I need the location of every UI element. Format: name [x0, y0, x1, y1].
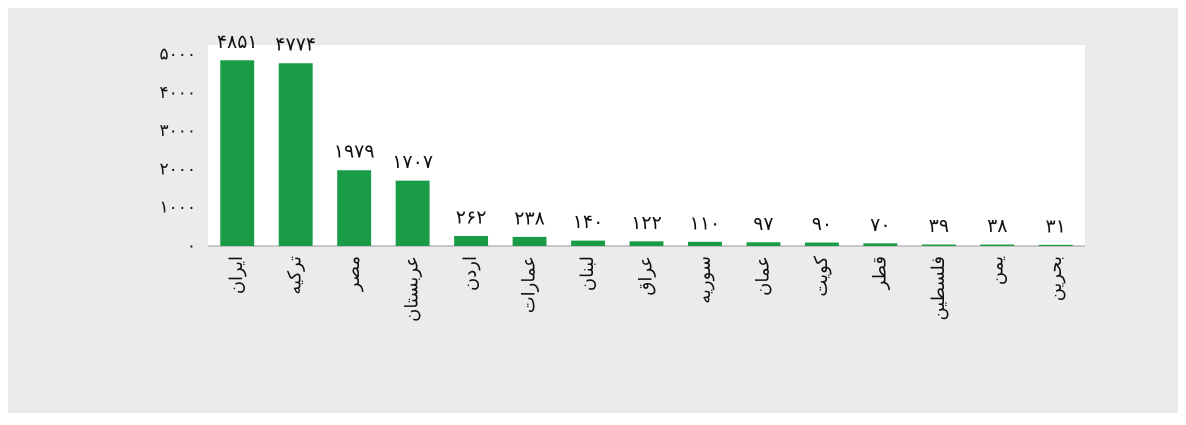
- x-tick-label: مصر: [343, 256, 364, 292]
- value-label: ۴۸۵۱: [217, 31, 258, 53]
- bar: [1038, 244, 1073, 246]
- bar: [688, 241, 722, 246]
- bar: [804, 242, 839, 246]
- value-label: ۱۹۷۹: [334, 141, 375, 163]
- x-tick-label: ترکیه: [285, 256, 306, 295]
- x-tick-label: یمن: [986, 256, 1007, 285]
- value-label: ۱۴۰: [573, 211, 604, 233]
- x-tick-label: فلسطین: [928, 256, 949, 321]
- x-tick-label: لبنان: [577, 256, 598, 291]
- bar: [220, 60, 255, 246]
- value-label: ۱۲۲: [631, 212, 662, 234]
- bar: [921, 244, 956, 246]
- bar: [863, 243, 898, 246]
- value-label: ۱۷۰۷: [392, 151, 433, 173]
- value-label: ۳۹: [929, 215, 949, 237]
- x-tick-label: کویت: [811, 256, 832, 297]
- y-tick-label: ۴۰۰۰: [159, 83, 196, 103]
- x-tick-label: ایران: [226, 256, 247, 294]
- x-tick-label: قطر: [869, 256, 890, 290]
- bar: [337, 170, 372, 246]
- x-tick-label: عمان: [752, 256, 773, 296]
- y-tick-label: ۰: [187, 236, 196, 256]
- x-tick-label: عراق: [636, 256, 657, 296]
- y-tick-label: ۲۰۰۰: [159, 159, 196, 179]
- bar: [746, 242, 781, 246]
- x-tick-label: بحرین: [1045, 256, 1066, 301]
- value-label: ۲۳۸: [514, 207, 545, 229]
- bar: [512, 236, 547, 246]
- bar: [395, 180, 430, 246]
- value-label: ۲۶۲: [456, 206, 487, 228]
- value-label: ۹۰: [812, 213, 832, 235]
- bar: [571, 240, 605, 246]
- value-label: ۳۸: [987, 215, 1007, 237]
- value-label: ۷۰: [870, 214, 890, 236]
- x-tick-label: عمارات: [519, 256, 540, 313]
- value-label: ۴۷۷۴: [275, 34, 316, 56]
- bar: [980, 244, 1015, 246]
- x-tick-label: عربستان: [402, 256, 423, 322]
- bar: [454, 235, 489, 246]
- bar: [629, 241, 664, 246]
- y-tick-label: ۳۰۰۰: [159, 121, 196, 141]
- x-tick-label: اردن: [460, 256, 481, 291]
- value-label: ۳۱: [1046, 215, 1066, 237]
- value-label: ۱۱۰: [690, 212, 721, 234]
- bar: [278, 63, 313, 246]
- x-tick-label: سوریه: [694, 256, 715, 304]
- y-tick-label: ۵۰۰۰: [159, 45, 196, 65]
- value-label: ۹۷: [753, 213, 773, 235]
- y-tick-label: ۱۰۰۰: [159, 198, 196, 218]
